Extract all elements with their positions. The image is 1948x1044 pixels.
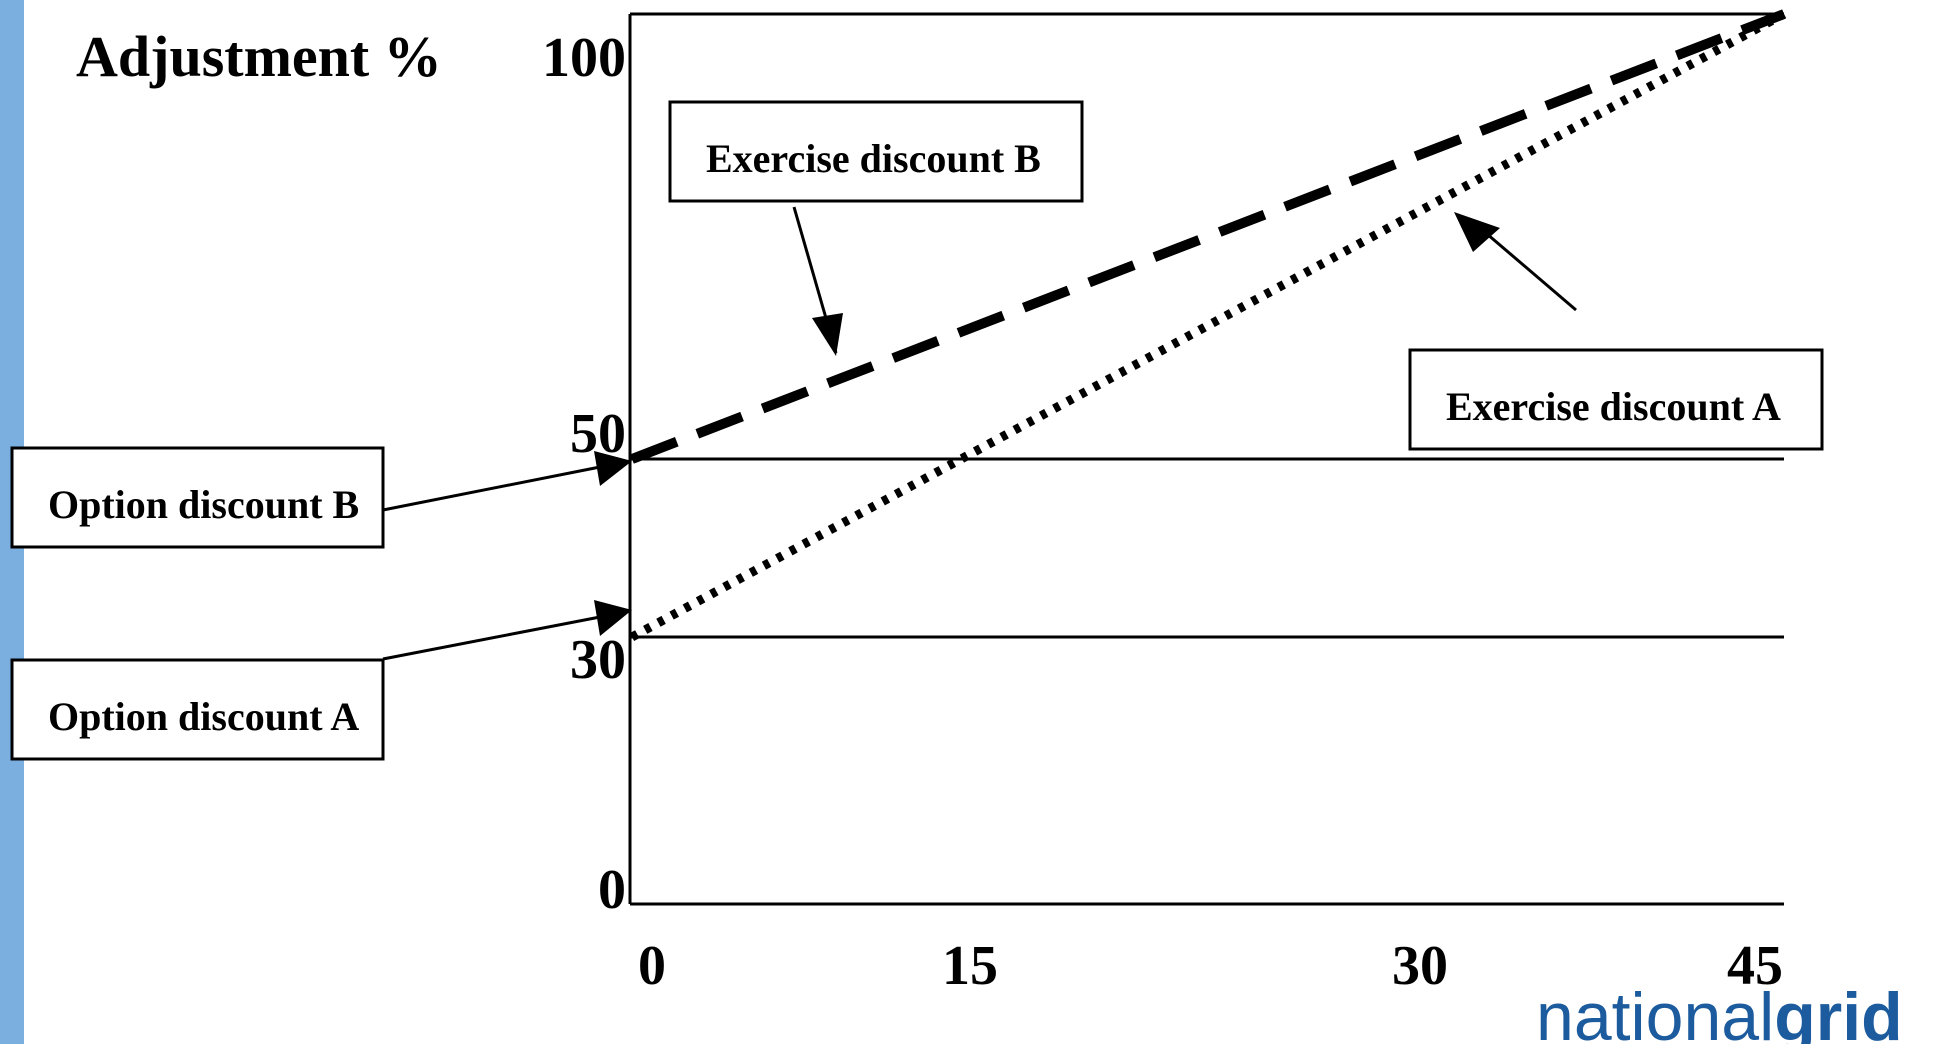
callout-arrowhead [594, 600, 632, 636]
callout-arrow [382, 615, 601, 661]
x-tick-label: 15 [942, 935, 998, 997]
x-tick-label: 45 [1727, 935, 1783, 997]
x-tick-label: 0 [638, 935, 666, 997]
logo-part-grid: grid [1774, 979, 1902, 1044]
callout-box [10, 446, 385, 549]
callout-exercise-discount-b: Exercise discount B [668, 100, 1084, 356]
callout-arrowhead [1454, 212, 1500, 252]
y-axis-label: Adjustment % [76, 24, 442, 89]
y-tick-label: 30 [570, 629, 626, 691]
callout-arrow [382, 465, 601, 512]
logo-part-national: national [1536, 979, 1774, 1044]
callout-arrow [1479, 226, 1577, 312]
callout-label: Exercise discount B [706, 136, 1041, 181]
x-tick-label: 30 [1392, 935, 1448, 997]
callout-box [10, 658, 385, 761]
callout-option-discount-b: Option discount B [10, 446, 632, 549]
y-tick-label: 0 [598, 859, 626, 921]
callout-box [1408, 348, 1824, 451]
callout-exercise-discount-a: Exercise discount A [1408, 212, 1824, 451]
nationalgrid-logo: nationalgrid [1536, 979, 1903, 1044]
callout-label: Exercise discount A [1446, 384, 1781, 429]
callout-arrowhead [594, 451, 632, 486]
callout-label: Option discount A [48, 694, 359, 739]
callout-option-discount-a: Option discount A [10, 600, 632, 761]
callout-box [668, 100, 1084, 203]
callout-label: Option discount B [48, 482, 359, 527]
y-tick-label: 100 [542, 27, 626, 89]
callout-arrowhead [812, 313, 843, 356]
